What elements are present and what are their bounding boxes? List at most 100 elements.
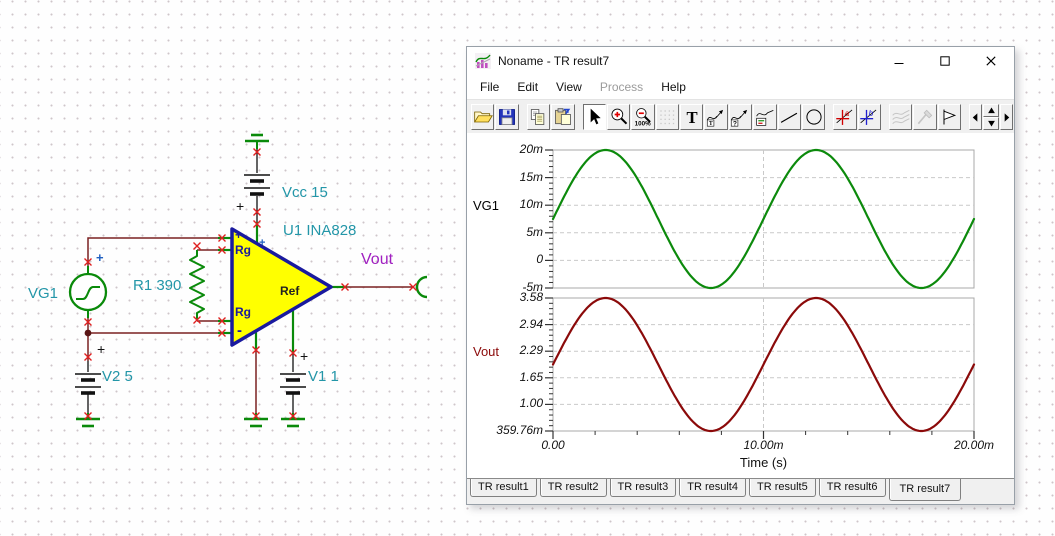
opamp-u1[interactable] <box>230 227 333 347</box>
copy-icon <box>528 107 548 127</box>
vcc-battery[interactable] <box>244 174 270 196</box>
cursor-arrow-icon <box>584 107 604 127</box>
tab-bar: TR result1 TR result2 TR result3 TR result4… <box>467 478 1014 504</box>
x-tick-label: 10.00m <box>743 438 784 452</box>
curve-spinner <box>983 104 1000 130</box>
label-vcc[interactable]: Vcc 15 <box>282 184 328 201</box>
open-button[interactable] <box>471 104 495 130</box>
nav-down-button[interactable] <box>983 117 1000 130</box>
nav-left-icon <box>970 112 981 123</box>
copy-button[interactable] <box>526 104 551 130</box>
r1-resistor[interactable] <box>189 250 205 321</box>
menu-edit[interactable]: Edit <box>517 80 539 94</box>
menu-file[interactable]: File <box>480 80 500 94</box>
nav-up-button[interactable] <box>983 104 1000 117</box>
opamp-ref-label: Ref <box>280 284 300 298</box>
ellipse-button[interactable] <box>801 104 826 130</box>
menu-help[interactable]: Help <box>661 80 686 94</box>
close-button[interactable] <box>984 54 998 68</box>
label-u1[interactable]: U1 INA828 <box>283 222 357 239</box>
picker-icon <box>915 107 935 127</box>
zoom-in-button[interactable] <box>606 104 631 130</box>
v1-plus-mark: + <box>300 348 309 364</box>
paste-button[interactable] <box>551 104 575 130</box>
plot-vout[interactable] <box>541 294 979 445</box>
opamp-rg-bottom-label: Rg <box>235 305 251 319</box>
maximize-button[interactable] <box>938 54 952 68</box>
nav-left-button[interactable] <box>969 104 983 130</box>
cursor-a-icon <box>835 107 855 127</box>
y-tick-label: 0 <box>536 252 543 267</box>
y-tick-label: 20m <box>519 142 543 156</box>
picker-button[interactable] <box>913 104 937 130</box>
label-r1[interactable]: R1 390 <box>133 277 182 294</box>
y-tick-label: 359.76m <box>496 423 543 437</box>
save-button[interactable] <box>495 104 519 130</box>
flag-icon <box>939 107 959 127</box>
app-icon <box>475 53 491 69</box>
y-tick-label: 1.65 <box>519 369 543 384</box>
y-tick-label: 2.29 <box>519 343 543 358</box>
tab-tr-result7[interactable]: TR result7 <box>888 479 962 501</box>
vcc-plus-mark: + <box>236 198 245 214</box>
curve-query-button[interactable] <box>728 104 753 130</box>
opamp-plus-pin-label: + <box>235 228 243 242</box>
grid-button[interactable] <box>655 104 679 130</box>
menubar: File Edit View Process Help <box>467 75 1014 99</box>
y-tick-label: 2.94 <box>519 316 543 331</box>
flag-button[interactable] <box>937 104 962 130</box>
schematic-canvas[interactable] <box>0 0 466 536</box>
cursor-b-button[interactable] <box>857 104 881 130</box>
zoom-in-icon <box>609 107 629 127</box>
tab-tr-result2[interactable]: TR result2 <box>539 479 607 497</box>
titlebar[interactable]: Noname - TR result7 <box>467 47 1014 75</box>
label-v1[interactable]: V1 1 <box>308 368 339 385</box>
tab-tr-result5[interactable]: TR result5 <box>749 479 816 497</box>
grid-icon <box>657 107 677 127</box>
tab-tr-result3[interactable]: TR result3 <box>609 479 677 497</box>
tab-tr-result1[interactable]: TR result1 <box>470 479 537 497</box>
y-tick-label: -5m <box>522 280 543 294</box>
tab-tr-result4[interactable]: TR result4 <box>679 479 746 497</box>
v1-battery[interactable] <box>280 373 306 395</box>
text-button[interactable] <box>680 104 704 130</box>
ground-symbols[interactable] <box>76 133 305 428</box>
cursor-b-icon <box>859 107 879 127</box>
menu-process[interactable]: Process <box>599 80 644 94</box>
curve-label-icon <box>706 107 726 127</box>
zoom-100-button[interactable] <box>631 104 655 130</box>
cursor-arrow-button[interactable] <box>582 104 606 130</box>
line-icon <box>779 107 799 127</box>
plot-vg1[interactable] <box>541 146 979 302</box>
junction-dot <box>84 329 92 337</box>
line-button[interactable] <box>777 104 801 130</box>
x-tick-label: 0.00 <box>541 438 565 452</box>
y-tick-label: 15m <box>519 169 543 184</box>
save-icon <box>497 107 517 127</box>
vg1-source[interactable] <box>68 266 108 318</box>
v2-battery[interactable] <box>75 373 101 395</box>
vout-connector[interactable] <box>415 275 428 299</box>
toolbar <box>467 99 1014 135</box>
ellipse-icon <box>804 107 824 127</box>
curve-legend-button[interactable] <box>753 104 777 130</box>
nav-right-button[interactable] <box>1000 104 1014 130</box>
smooth-button[interactable] <box>889 104 913 130</box>
cursor-a-button[interactable] <box>833 104 857 130</box>
label-v2[interactable]: V2 5 <box>102 368 133 385</box>
tab-tr-result6[interactable]: TR result6 <box>818 479 886 497</box>
menu-view[interactable]: View <box>556 80 582 94</box>
minimize-button[interactable] <box>892 54 906 68</box>
curve-label-button[interactable] <box>704 104 728 130</box>
window-title: Noname - TR result7 <box>498 54 610 68</box>
window-controls <box>892 54 998 68</box>
vg1-plus-mark: + <box>96 250 104 265</box>
x-axis-title: Time (s) <box>739 455 788 470</box>
curve-name-vout: Vout <box>473 344 500 360</box>
label-vg1[interactable]: VG1 <box>28 285 59 302</box>
text-icon <box>682 107 702 127</box>
label-vout[interactable]: Vout <box>361 251 394 268</box>
connection-x-marks <box>84 148 417 420</box>
y-tick-label: 5m <box>526 224 543 239</box>
